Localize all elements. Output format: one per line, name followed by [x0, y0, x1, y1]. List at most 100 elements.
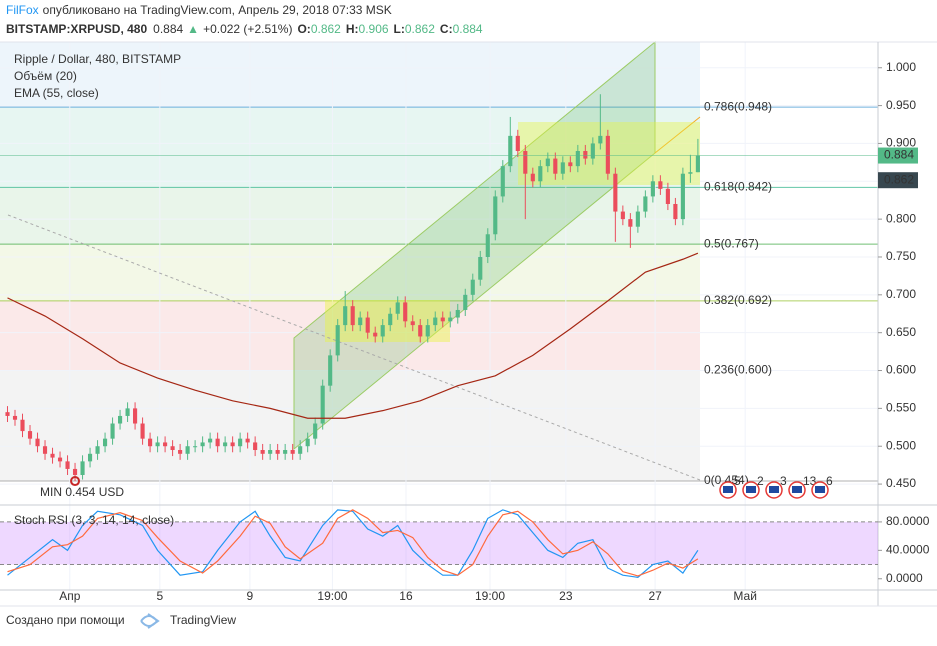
candle-body — [245, 438, 250, 443]
price-box-label: 0.884 — [884, 148, 914, 162]
legend-entry: Ripple / Dollar, 480, BITSTAMP — [14, 52, 181, 66]
candle-body — [515, 135, 520, 152]
candle-body — [223, 442, 228, 447]
event-flag — [792, 486, 802, 493]
min-marker — [70, 476, 81, 487]
candle-body — [463, 294, 468, 310]
legend-entry: EMA (55, close) — [14, 86, 99, 100]
candle-body — [328, 355, 333, 386]
x-tick-label: 5 — [156, 589, 163, 603]
fib-label: 0.786(0.948) — [704, 99, 772, 113]
x-tick-label: 19:00 — [475, 589, 505, 603]
candle-body — [455, 309, 460, 318]
candle-body — [200, 442, 205, 447]
candle-body — [403, 302, 408, 322]
candle-body — [523, 151, 528, 174]
candle-body — [65, 461, 70, 469]
y-tick-label: 0.600 — [886, 363, 916, 377]
candle-body — [5, 412, 10, 416]
event-count: 6 — [826, 474, 833, 488]
candle-body — [305, 438, 310, 447]
x-tick-label: 16 — [399, 589, 413, 603]
candle-body — [343, 306, 348, 326]
price-box — [878, 172, 918, 189]
x-tick-label: 27 — [648, 589, 662, 603]
candle-body — [238, 438, 243, 447]
fib-band — [0, 42, 700, 108]
legend-entry: Объём (20) — [14, 69, 77, 83]
candle-body — [425, 325, 430, 337]
candle-body — [658, 181, 663, 189]
candle-body — [568, 162, 573, 167]
candle-body — [560, 162, 565, 174]
y-tick-label: 0.0000 — [886, 571, 923, 585]
candle-body — [358, 317, 363, 326]
candle-body — [440, 317, 445, 322]
candle-body — [673, 203, 678, 220]
x-tick-label: 9 — [247, 589, 254, 603]
candle-body — [395, 302, 400, 314]
candle-body — [20, 419, 25, 432]
stoch-band — [0, 521, 878, 565]
candle-body — [433, 317, 438, 326]
y-tick-label: 40.0000 — [886, 543, 930, 557]
published: опубликовано на TradingView.com, Апрель … — [43, 3, 392, 17]
candle-body — [485, 234, 490, 257]
y-tick-label: 0.950 — [886, 98, 916, 112]
candle-body — [508, 135, 513, 167]
candle-body — [493, 196, 498, 235]
stoch-title: Stoch RSI (3, 3, 14, 14, close) — [14, 513, 174, 527]
footer-text: Создано при помощи — [6, 613, 125, 627]
fib-band — [0, 370, 700, 482]
candle-body — [208, 438, 213, 443]
candle-body — [590, 143, 595, 159]
candle-body — [133, 408, 138, 424]
candle-body — [260, 450, 265, 454]
candle-body — [110, 423, 115, 439]
ohlc-key: O: — [297, 22, 310, 36]
candle-body — [530, 173, 535, 182]
candle-body — [193, 446, 198, 448]
change: +0.022 (+2.51%) — [203, 22, 292, 36]
candle-body — [42, 446, 48, 454]
y-tick-label: 0.750 — [886, 249, 916, 263]
ohlc-value: 0.884 — [453, 22, 483, 36]
footer-brand[interactable]: TradingView — [170, 613, 236, 627]
candle-body — [27, 431, 33, 439]
event-flag — [815, 486, 825, 493]
up-arrow: ▲ — [187, 22, 199, 36]
candle-body — [283, 450, 288, 454]
candle-body — [313, 423, 318, 439]
candle-body — [605, 135, 610, 174]
candle-body — [87, 453, 93, 462]
event-count: 5 — [734, 474, 741, 488]
candle-body — [170, 446, 175, 451]
stoch-line — [7, 509, 699, 577]
last-price: 0.884 — [153, 22, 183, 36]
event-flag — [769, 486, 779, 493]
event-flag — [746, 486, 756, 493]
fib-band — [0, 244, 700, 301]
candle-body — [470, 279, 475, 295]
candle-body — [72, 468, 78, 475]
candle-body — [635, 211, 640, 227]
candle-body — [275, 450, 280, 454]
candle-body — [118, 415, 123, 424]
y-tick-label: 0.800 — [886, 211, 916, 225]
candle-body — [298, 446, 303, 454]
y-tick-label: 0.500 — [886, 438, 916, 452]
candle-body — [230, 442, 235, 447]
candle-body — [613, 173, 618, 212]
candle-body — [545, 158, 550, 167]
symbol-line: BITSTAMP:XRPUSD, 480 0.884 ▲ +0.022 (+2.51%… — [6, 22, 483, 36]
y-tick-label: 0.700 — [886, 287, 916, 301]
tradingview-logo — [140, 613, 160, 629]
fib-band — [0, 107, 700, 188]
candle-body — [448, 317, 453, 322]
author: FilFox — [6, 3, 39, 17]
candle-body — [215, 438, 220, 447]
candle-body — [290, 450, 295, 454]
ohlc-key: H: — [346, 22, 359, 36]
x-tick-label: 23 — [559, 589, 573, 603]
fib-band — [0, 300, 700, 371]
